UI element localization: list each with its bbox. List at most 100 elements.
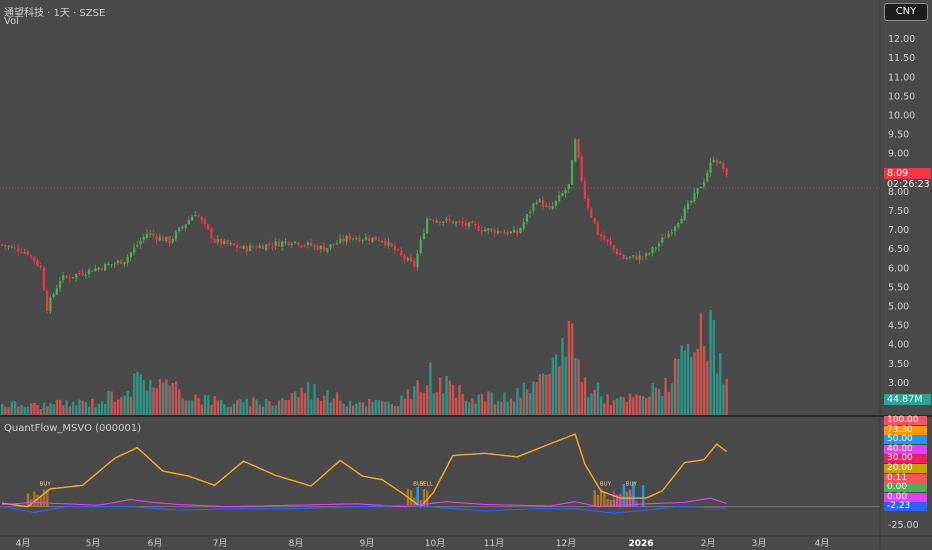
volume-bar (438, 377, 442, 415)
volume-bar (42, 402, 46, 415)
volume-bar (654, 387, 658, 415)
candle-body (458, 220, 461, 223)
candle-body (348, 235, 351, 240)
signal-bar (606, 498, 609, 507)
candle-body (574, 139, 577, 162)
volume-bar (645, 398, 648, 415)
volume-bar (165, 379, 168, 415)
candle-body (715, 159, 719, 164)
candle-body (503, 232, 506, 234)
volume-bar (657, 389, 661, 415)
time-axis-tick-label: 4月 (16, 538, 31, 549)
candle-body (52, 294, 55, 297)
volume-bar (464, 400, 468, 415)
volume-bar (387, 401, 390, 415)
volume-bar (632, 397, 635, 415)
volume-bar (133, 373, 136, 415)
candle-body (506, 231, 509, 235)
volume-bar (519, 397, 522, 415)
indicator-label: QuantFlow_MSVO (000001) (4, 423, 142, 434)
currency-button[interactable]: CNY (884, 3, 928, 21)
volume-bar (648, 396, 651, 415)
candle-body (335, 243, 339, 245)
volume-bar (232, 403, 236, 415)
candle-body (664, 237, 667, 239)
volume-bar (628, 393, 632, 415)
candle-body (36, 260, 39, 266)
candle-body (616, 249, 619, 254)
volume-bar (673, 358, 677, 415)
volume-bar (474, 403, 477, 415)
volume-bar (722, 384, 725, 415)
volume-bar (709, 310, 712, 415)
volume-bar (693, 352, 696, 415)
candle-body (133, 247, 136, 253)
volume-bar (326, 390, 329, 415)
volume-bar (500, 401, 503, 415)
indicator-value-tag: 20.00 (884, 464, 927, 473)
candle-body (7, 246, 10, 248)
candle-body (261, 245, 265, 250)
candle-body (268, 243, 271, 246)
volume-bar (239, 399, 242, 415)
volume-bar (606, 394, 609, 415)
volume-bar (545, 374, 548, 415)
candle-body (545, 205, 548, 207)
volume-bar (26, 406, 30, 415)
candle-body (696, 188, 699, 194)
volume-bar (248, 406, 252, 415)
volume-bar (455, 397, 458, 415)
volume-bar (690, 357, 693, 415)
price-axis-tick-label: 5.00 (888, 302, 909, 313)
price-axis-tick-label: 5.50 (888, 282, 909, 293)
volume-bar (281, 398, 284, 415)
volume-bar (535, 381, 538, 415)
candle-body (480, 230, 483, 232)
candle-body (345, 236, 348, 242)
candle-body (300, 245, 303, 247)
candle-body (606, 239, 609, 242)
indicator-value-tag: 0.11 (884, 473, 927, 483)
candle-body (75, 273, 78, 278)
volume-bar (371, 402, 374, 415)
volume-bar (1, 404, 4, 415)
candle-body (174, 231, 178, 240)
candle-body (290, 244, 293, 246)
volume-bar (310, 399, 313, 415)
candle-body (149, 233, 152, 235)
candle-body (342, 238, 345, 242)
volume-bar (583, 377, 587, 415)
candle-body (403, 255, 406, 260)
candle-body (39, 266, 42, 268)
candle-body (532, 203, 535, 212)
signal-bar (36, 494, 39, 507)
time-axis-tick-label: 4月 (815, 538, 830, 549)
volume-bar (397, 406, 400, 415)
volume-bar (368, 399, 371, 415)
candle-body (91, 270, 94, 272)
candle-body (374, 236, 377, 241)
candle-body (509, 231, 512, 234)
candle-body (387, 241, 390, 246)
candle-body (17, 248, 20, 252)
volume-bar (168, 385, 171, 415)
volume-bar (55, 399, 59, 415)
volume-bar (139, 374, 142, 415)
price-axis-tick-label: 7.00 (888, 225, 909, 236)
volume-bar (625, 402, 629, 415)
candle-body (406, 258, 409, 261)
volume-bar (477, 394, 480, 415)
candle-body (284, 241, 287, 243)
candle-body (368, 238, 371, 241)
volume-bar (461, 393, 464, 415)
volume-bar (490, 392, 493, 415)
candle-body (654, 247, 657, 249)
volume-bar (593, 389, 596, 415)
candle-body (281, 241, 284, 247)
candle-body (413, 260, 416, 267)
volume-bar (548, 373, 551, 415)
volume-bar (181, 398, 184, 415)
candle-body (248, 245, 252, 252)
price-axis-tick-label: 6.00 (888, 263, 909, 274)
